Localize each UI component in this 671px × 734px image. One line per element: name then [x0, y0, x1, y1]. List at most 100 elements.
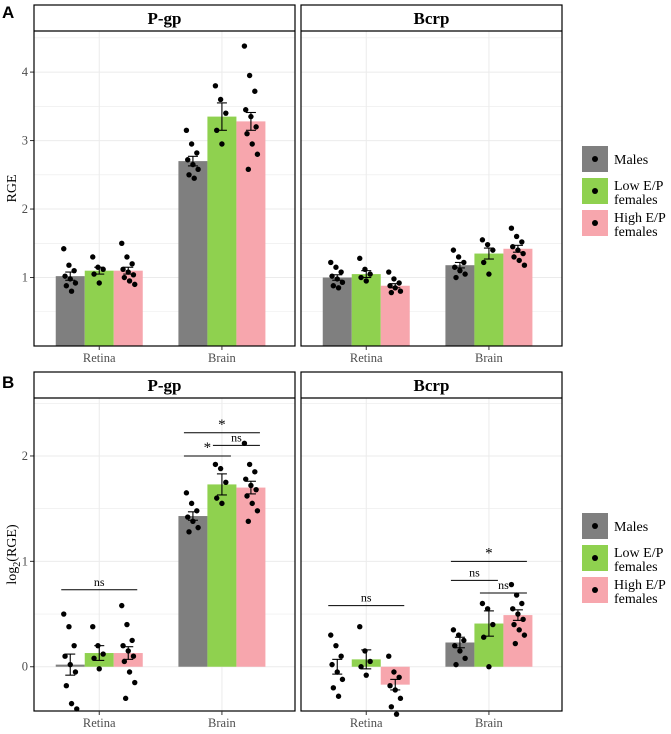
- panel-border: [33, 371, 296, 712]
- data-point: [387, 683, 393, 689]
- data-point: [462, 271, 468, 277]
- data-point: [328, 632, 334, 638]
- data-point: [100, 266, 106, 273]
- y-axis-label: RGE: [5, 175, 20, 203]
- data-point: [96, 280, 102, 286]
- data-point: [241, 440, 248, 447]
- data-point: [124, 254, 130, 260]
- data-point: [396, 674, 402, 680]
- data-point: [246, 461, 253, 468]
- data-point: [217, 96, 224, 103]
- data-point: [508, 581, 515, 588]
- data-point: [100, 651, 106, 657]
- panel-letter: A: [2, 3, 14, 22]
- bar-brain-high-e-p-females: [503, 248, 533, 346]
- data-point: [185, 514, 191, 520]
- data-point: [249, 500, 255, 507]
- facet-bcrp: Bcrp ns * ns ns Retina Brain: [300, 371, 563, 730]
- legend-label: females: [614, 225, 658, 240]
- x-tick-label: Retina: [83, 716, 116, 730]
- bar-brain-low-e-p-females: [207, 484, 237, 667]
- data-point: [338, 653, 344, 659]
- data-point: [252, 469, 258, 475]
- data-point: [362, 266, 368, 273]
- data-point: [90, 254, 96, 260]
- data-point: [484, 606, 491, 612]
- data-point: [66, 623, 72, 630]
- data-point: [67, 661, 73, 668]
- legend-key-dot: [592, 555, 598, 561]
- data-point: [367, 658, 373, 665]
- panel-letter: B: [2, 373, 14, 392]
- data-point: [335, 285, 342, 291]
- data-point: [132, 281, 138, 288]
- bar-brain-males: [178, 161, 208, 346]
- data-point: [333, 642, 339, 649]
- data-point: [125, 648, 131, 654]
- data-point: [452, 642, 458, 649]
- data-point: [124, 621, 130, 628]
- data-point: [330, 685, 337, 691]
- data-point: [484, 241, 491, 248]
- data-point: [95, 642, 101, 649]
- data-point: [248, 113, 254, 120]
- data-point: [245, 518, 252, 525]
- data-point: [132, 679, 138, 686]
- data-point: [244, 493, 250, 499]
- facet-title: Bcrp: [414, 376, 450, 395]
- facet-pgp: P-gp ns * * ns Retina Brain: [33, 371, 296, 730]
- data-point: [339, 676, 346, 683]
- data-point: [520, 616, 526, 623]
- data-point: [90, 623, 96, 630]
- data-point: [329, 661, 335, 668]
- data-point: [185, 157, 191, 163]
- data-point: [122, 695, 129, 702]
- legend-label: females: [614, 193, 658, 208]
- data-point: [72, 280, 79, 286]
- data-point: [61, 611, 67, 617]
- bar-brain-high-e-p-females: [236, 121, 266, 347]
- data-point: [66, 262, 72, 268]
- data-point: [519, 600, 525, 607]
- data-point: [74, 706, 80, 712]
- data-point: [339, 279, 346, 286]
- data-point: [246, 72, 253, 79]
- data-point: [450, 247, 457, 253]
- data-point: [183, 490, 190, 496]
- data-point: [212, 461, 219, 468]
- data-point: [214, 127, 220, 133]
- data-point: [248, 482, 254, 489]
- data-point: [126, 669, 133, 675]
- facet-bcrp: Bcrp Retina Brain: [300, 4, 563, 365]
- data-point: [490, 621, 496, 628]
- data-point: [96, 666, 102, 672]
- panel-border: [300, 4, 563, 347]
- y-tick-label: 3: [22, 134, 28, 148]
- data-point: [362, 648, 368, 654]
- data-point: [243, 107, 249, 113]
- data-point: [392, 285, 398, 291]
- data-point: [121, 274, 128, 281]
- data-point: [119, 240, 125, 246]
- bar-retina-low-e-p-females: [351, 274, 381, 346]
- significance-label: *: [218, 417, 226, 433]
- data-point: [328, 259, 334, 266]
- data-point: [188, 141, 195, 147]
- data-point: [396, 280, 402, 286]
- data-point: [254, 508, 261, 514]
- y-axis-label: log2(RGE): [5, 524, 23, 585]
- significance-label: ns: [94, 575, 105, 589]
- data-point: [190, 161, 196, 168]
- data-point: [513, 592, 520, 598]
- data-point: [363, 278, 369, 284]
- data-point: [330, 283, 337, 289]
- data-point: [367, 271, 373, 277]
- data-point: [63, 283, 70, 289]
- y-axis-label-rest: (RGE): [5, 524, 20, 562]
- data-point: [335, 693, 342, 699]
- data-point: [391, 276, 397, 282]
- data-point: [91, 655, 97, 662]
- data-point: [241, 43, 248, 49]
- data-point: [388, 289, 395, 296]
- data-point: [357, 623, 363, 630]
